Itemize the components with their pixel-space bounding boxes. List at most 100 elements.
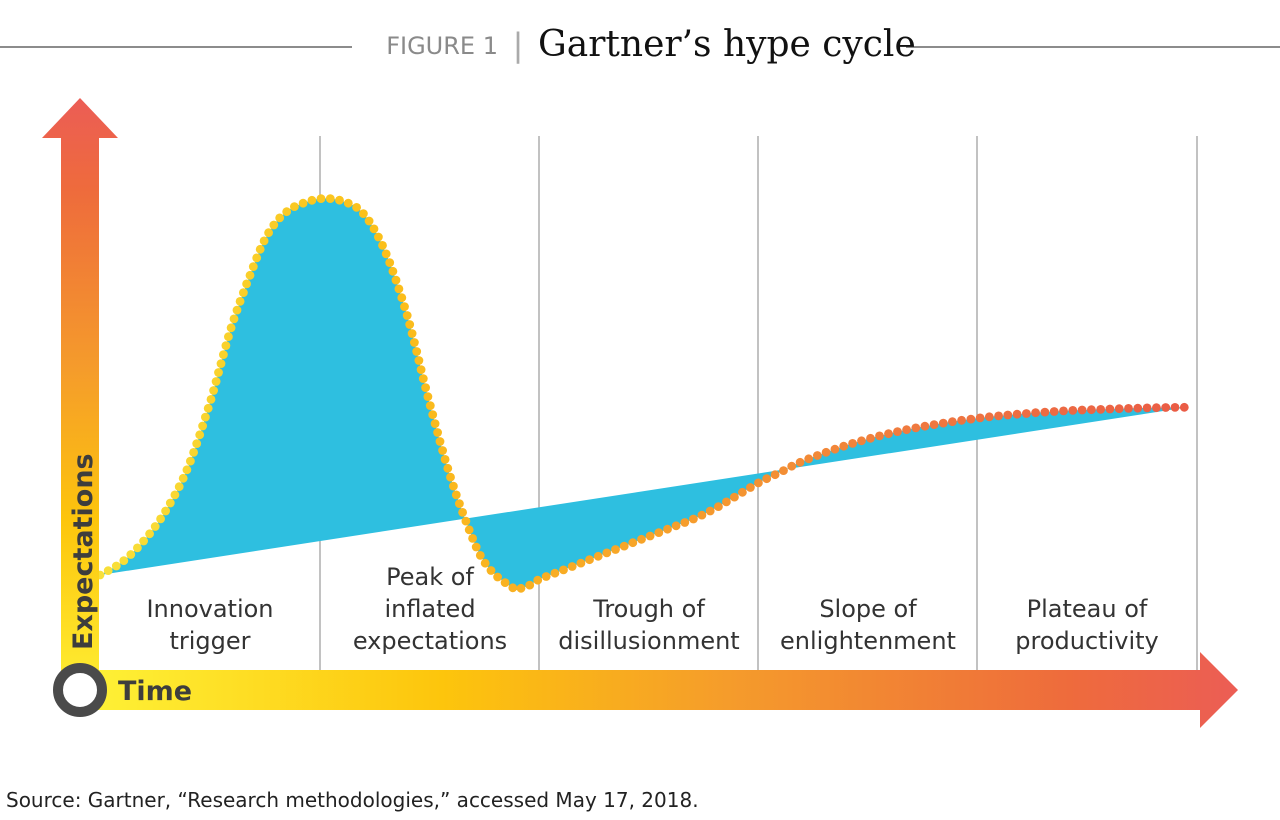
curve-dot [394,284,404,294]
curve-dot [433,428,442,437]
curve-dot [619,541,629,551]
curve-dot [948,417,957,427]
source-note: Source: Gartner, “Research methodologies… [6,788,699,812]
curve-dot [550,568,560,578]
curve-dot [475,551,485,560]
curve-dot [402,311,412,320]
curve-dot [290,202,299,212]
curve-dot [493,572,502,582]
curve-dot [525,580,535,590]
phase-label-line: Trough of [592,595,705,623]
curve-dot [461,516,471,526]
curve-dot [866,433,875,443]
x-axis-arrowhead [1200,652,1238,728]
curve-dot [787,461,797,471]
phase-label-line: disillusionment [558,627,739,655]
curve-dot [352,203,361,212]
phase-label-line: enlightenment [780,627,956,655]
curve-dot [103,566,113,575]
curve-dot [697,510,707,520]
curve-dot [232,305,242,315]
curve-dot [430,419,440,428]
curve-dot [1059,406,1068,416]
curve-dot [259,236,269,246]
curve-dot [374,232,383,242]
curve-dot [410,338,419,347]
curve-dot [189,448,199,457]
curve-dot [533,575,543,585]
curve-dot [938,418,948,428]
curve-dot [206,395,216,404]
curve-dot [762,474,772,484]
curve-dot [671,521,681,531]
curve-dot [929,420,939,429]
curve-dot [165,498,175,508]
curve-dot [975,413,985,423]
curve-dot [705,506,715,516]
curve-dot [421,383,430,392]
curve-dot [884,429,893,439]
curve-dot [1142,403,1152,413]
curve-dot [139,536,149,546]
curve-dot [541,572,551,581]
curve-dot [229,314,239,324]
curve-dot [378,241,387,250]
phase-label-line: Slope of [819,595,917,623]
curve-dot [219,350,228,359]
curve-dot [994,411,1003,421]
curve-dot [438,446,447,455]
curve-dot [486,566,496,575]
curve-dot [1003,410,1013,420]
curve-dot [984,412,994,422]
curve-dot [443,463,453,473]
curve-dot [435,437,445,446]
curve-dot [440,455,450,464]
curve-dot [174,482,184,492]
curve-dot [248,262,258,271]
curve-dot [161,506,171,516]
curve-dot [1179,402,1189,412]
y-axis-arrowhead [42,98,118,138]
curve-dot [1096,405,1106,414]
curve-dot [446,472,455,482]
curve-dot [875,431,884,441]
curve-dot [226,323,236,333]
curve-dot [516,583,526,593]
curve-dot [1077,405,1087,415]
curve-dot [209,386,219,395]
curve-dot [282,207,292,217]
curve-dot [1012,409,1022,419]
curve-dot [211,377,221,386]
curve-dot [316,194,326,204]
curve-dot [559,565,568,575]
curve-dot [714,502,723,511]
curve-dot [416,365,426,374]
curve-dot [335,195,344,205]
y-axis-bar [61,136,99,696]
curve-dot [779,466,788,475]
page-title: Gartner’s hype cycle [538,24,916,65]
curve-dot [214,368,223,377]
curve-dot [839,441,849,451]
curve-dot [893,427,902,436]
curve-dot [746,483,755,492]
curve-dot [195,430,205,440]
curve-dot [242,279,252,289]
curve-dot [471,542,481,552]
curve-dot [224,332,233,342]
phase-label-5: Plateau of productivity [1015,595,1158,655]
curve-dot [1040,407,1050,417]
curve-dot [192,439,202,448]
curve-dot [412,347,422,356]
curve-dot [680,518,690,527]
curve-dot [405,320,415,329]
curve-dot [428,410,438,419]
curve-dot [182,465,192,475]
curve-dot [307,195,317,205]
x-axis-bar [80,670,1202,710]
curve-dot [186,456,195,466]
curve-dot [637,534,646,544]
curve-dot [1022,409,1031,418]
origin-ring-inner [71,681,89,699]
